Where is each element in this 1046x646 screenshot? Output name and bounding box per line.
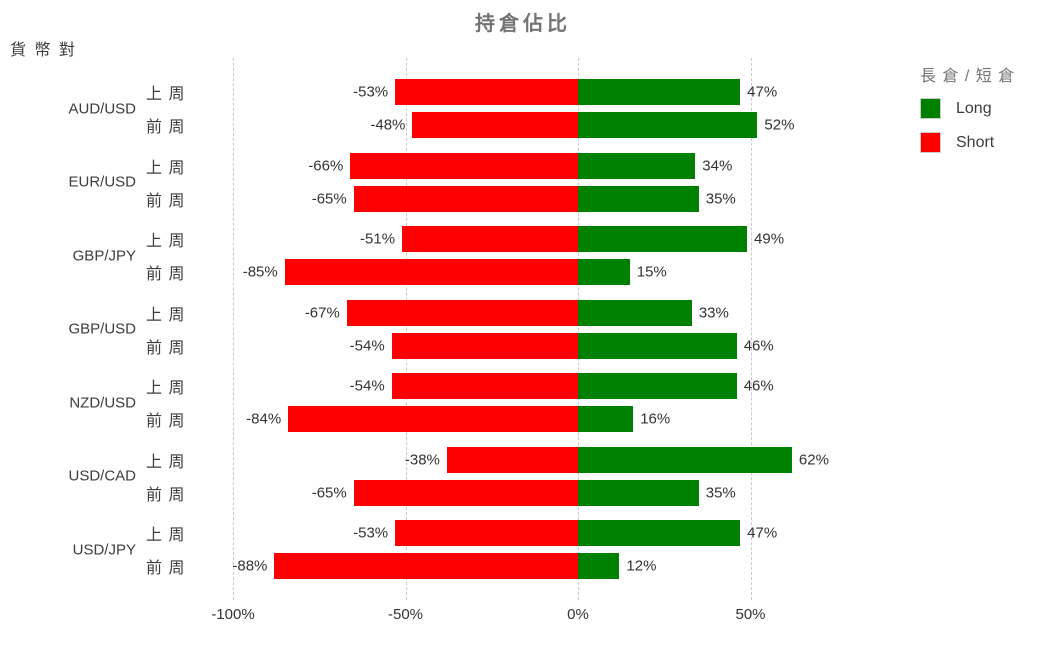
long-value-label: 49% bbox=[754, 230, 785, 248]
long-bar[interactable] bbox=[578, 185, 699, 212]
long-bar[interactable] bbox=[578, 259, 630, 285]
long-value-label: 52% bbox=[764, 116, 795, 134]
short-value-label: -88% bbox=[232, 557, 268, 575]
period-label: 前 周 bbox=[146, 339, 186, 357]
short-bar[interactable] bbox=[350, 152, 578, 179]
long-bar[interactable] bbox=[578, 79, 741, 105]
short-value-label: -54% bbox=[349, 377, 385, 395]
long-value-label: 62% bbox=[798, 451, 829, 468]
short-value-label: -66% bbox=[308, 157, 344, 174]
long-value-label: 12% bbox=[626, 557, 657, 575]
long-bar[interactable] bbox=[578, 152, 696, 179]
short-bar[interactable] bbox=[402, 226, 578, 252]
period-label: 前 周 bbox=[146, 560, 186, 577]
period-label: 上 周 bbox=[146, 527, 186, 544]
long-bar[interactable] bbox=[578, 373, 737, 399]
long-value-label: 35% bbox=[705, 484, 736, 501]
gridline bbox=[750, 58, 752, 600]
legend-title: 長 倉 / 短 倉 bbox=[920, 68, 1016, 85]
long-value-label: 34% bbox=[702, 157, 733, 174]
short-bar[interactable] bbox=[346, 299, 578, 326]
period-label: 上 周 bbox=[146, 86, 186, 103]
short-bar[interactable] bbox=[274, 553, 578, 579]
long-value-label: 47% bbox=[747, 524, 778, 542]
x-tick-label: -50% bbox=[387, 606, 424, 623]
period-label: 上 周 bbox=[146, 453, 186, 471]
short-bar[interactable] bbox=[412, 112, 578, 138]
short-value-label: -51% bbox=[360, 230, 396, 248]
long-value-label: 47% bbox=[747, 83, 778, 101]
x-tick-label: 0% bbox=[567, 606, 589, 623]
long-value-label: 33% bbox=[698, 304, 729, 321]
short-bar[interactable] bbox=[391, 332, 578, 359]
long-bar[interactable] bbox=[578, 446, 792, 473]
long-value-label: 35% bbox=[705, 190, 736, 207]
y-axis-title: 貨 幣 對 bbox=[10, 42, 77, 59]
short-bar[interactable] bbox=[284, 259, 578, 285]
short-swatch-icon bbox=[920, 132, 941, 153]
long-bar[interactable] bbox=[578, 553, 620, 579]
long-value-label: 46% bbox=[743, 337, 774, 354]
period-label: 上 周 bbox=[146, 159, 186, 177]
short-value-label: -53% bbox=[353, 524, 389, 542]
long-bar[interactable] bbox=[578, 226, 748, 252]
short-value-label: -53% bbox=[353, 83, 389, 101]
x-tick-label: 50% bbox=[735, 606, 766, 623]
legend-item-short[interactable]: Short bbox=[920, 132, 1015, 153]
legend-label-short: Short bbox=[956, 133, 995, 151]
short-value-label: -38% bbox=[404, 451, 440, 468]
short-value-label: -67% bbox=[304, 304, 340, 321]
period-label: 前 周 bbox=[146, 119, 186, 136]
short-bar[interactable] bbox=[446, 446, 578, 473]
gridline bbox=[405, 58, 407, 600]
long-bar[interactable] bbox=[578, 299, 692, 326]
short-bar[interactable] bbox=[353, 479, 578, 506]
currency-pair-label: AUD/USD bbox=[68, 100, 136, 117]
short-bar[interactable] bbox=[353, 185, 578, 212]
long-bar[interactable] bbox=[578, 332, 737, 359]
legend-label-long: Long bbox=[956, 99, 992, 117]
currency-pair-label: NZD/USD bbox=[69, 394, 136, 411]
period-label: 前 周 bbox=[146, 192, 186, 210]
gridline bbox=[233, 58, 234, 600]
period-label: 前 周 bbox=[146, 266, 186, 283]
short-bar[interactable] bbox=[395, 79, 578, 105]
short-value-label: -65% bbox=[311, 190, 347, 207]
period-label: 前 周 bbox=[146, 486, 186, 504]
long-bar[interactable] bbox=[578, 406, 634, 432]
currency-pair-label: USD/CAD bbox=[68, 467, 136, 485]
long-value-label: 46% bbox=[743, 377, 774, 395]
period-label: 上 周 bbox=[146, 233, 186, 250]
period-label: 上 周 bbox=[146, 380, 186, 397]
currency-pair-label: GBP/USD bbox=[68, 320, 136, 338]
currency-pair-label: USD/JPY bbox=[72, 541, 136, 558]
currency-pair-label: EUR/USD bbox=[68, 173, 136, 191]
period-label: 前 周 bbox=[146, 413, 186, 430]
long-bar[interactable] bbox=[578, 479, 699, 506]
short-value-label: -65% bbox=[311, 484, 347, 501]
legend-item-long[interactable]: Long bbox=[920, 98, 1015, 119]
short-value-label: -54% bbox=[349, 337, 385, 354]
legend: 長 倉 / 短 倉 Long Short bbox=[920, 62, 1015, 166]
long-swatch-icon bbox=[920, 98, 941, 119]
long-value-label: 16% bbox=[640, 410, 671, 428]
short-bar[interactable] bbox=[288, 406, 578, 432]
gridline bbox=[578, 58, 579, 600]
long-bar[interactable] bbox=[578, 112, 758, 138]
currency-pair-label: GBP/JPY bbox=[72, 247, 136, 264]
long-value-label: 15% bbox=[636, 263, 667, 281]
short-value-label: -84% bbox=[246, 410, 282, 428]
long-bar[interactable] bbox=[578, 520, 741, 546]
short-bar[interactable] bbox=[395, 520, 578, 546]
short-bar[interactable] bbox=[391, 373, 578, 399]
chart-title: 持倉佔比 bbox=[475, 13, 571, 35]
period-label: 上 周 bbox=[146, 306, 186, 324]
short-value-label: -48% bbox=[370, 116, 406, 134]
short-value-label: -85% bbox=[242, 263, 278, 281]
x-tick-label: -100% bbox=[211, 606, 255, 623]
